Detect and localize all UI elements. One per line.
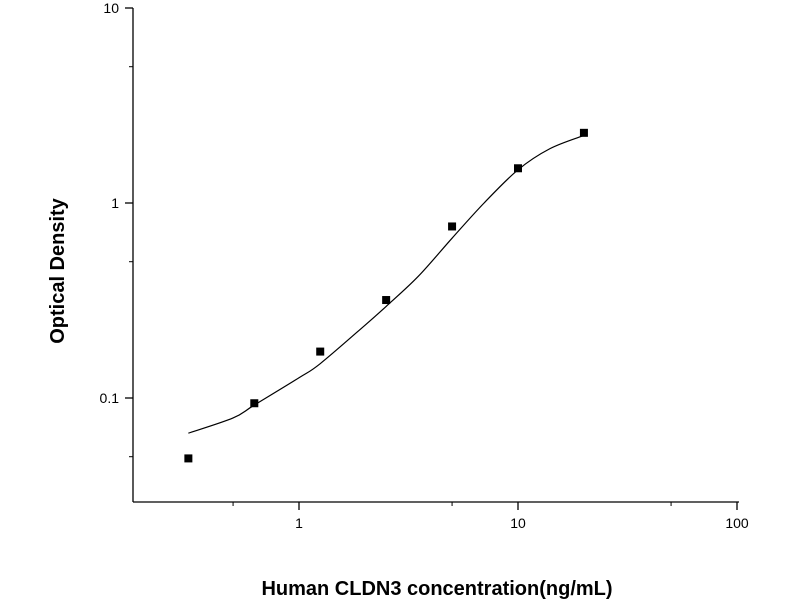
x-axis-ticks: 1 10 100 — [232, 502, 749, 531]
data-point — [250, 399, 259, 408]
y-axis-ticks: 0.1 1 10 — [100, 0, 133, 458]
data-point — [316, 347, 325, 356]
y-axis-title: Optical Density — [47, 197, 69, 343]
data-point — [448, 222, 457, 231]
fitted-curve — [188, 134, 585, 434]
axes — [132, 8, 739, 503]
x-tick-label: 100 — [725, 515, 749, 531]
data-point — [184, 454, 193, 463]
y-tick-label: 1 — [111, 195, 119, 211]
data-point — [579, 128, 588, 137]
data-point — [382, 296, 391, 305]
x-tick-label: 10 — [510, 515, 526, 531]
y-tick-label: 0.1 — [100, 390, 120, 406]
x-tick-label: 1 — [295, 515, 303, 531]
data-point — [514, 164, 522, 173]
x-axis-title: Human CLDN3 concentration(ng/mL) — [261, 578, 612, 600]
fitted-curve-layer — [188, 134, 585, 434]
y-tick-label: 10 — [103, 0, 119, 16]
data-points-layer — [184, 128, 588, 463]
